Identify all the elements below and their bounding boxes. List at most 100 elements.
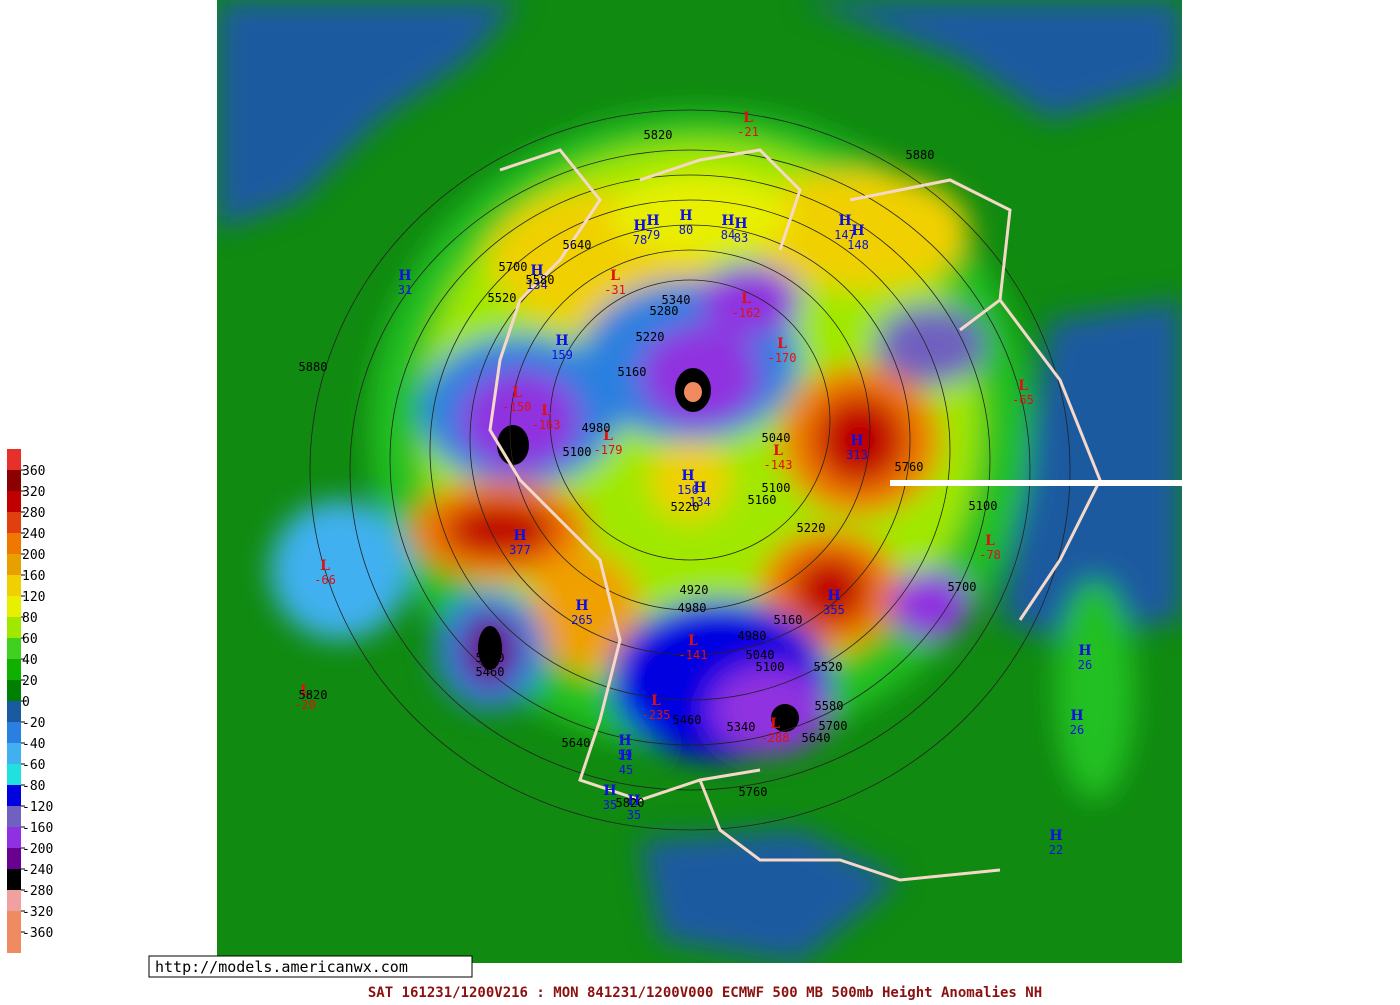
colorbar-label: -80: [22, 779, 45, 794]
center-value: 35: [603, 798, 617, 812]
contour-label: 5220: [797, 521, 826, 535]
contour-label: 5520: [488, 291, 517, 305]
contour-label: 4980: [582, 421, 611, 435]
contour-label: 5760: [895, 460, 924, 474]
colorbar: 360320280240200160120806040200-20-40-60-…: [7, 449, 53, 953]
center-value: 148: [847, 238, 869, 252]
contour-label: 5400: [476, 651, 505, 665]
contour-label: 5820: [616, 796, 645, 810]
center-letter: H: [827, 588, 840, 604]
center-value: 355: [823, 603, 845, 617]
colorbar-segment: [7, 848, 21, 869]
contour-label: 5100: [756, 660, 785, 674]
center-letter: H: [1070, 708, 1083, 724]
contour-label: 5160: [774, 613, 803, 627]
center-value: -150: [503, 400, 532, 414]
center-value: 134: [689, 495, 711, 509]
center-value: -235: [642, 708, 671, 722]
center-value: -288: [761, 731, 790, 745]
colorbar-label: 320: [22, 485, 45, 500]
center-value: 35: [627, 808, 641, 822]
contour-label: 4980: [738, 629, 767, 643]
center-letter: H: [721, 213, 734, 229]
center-value: 78: [633, 233, 647, 247]
colorbar-segment: [7, 743, 21, 764]
center-letter: H: [734, 216, 747, 232]
center-letter: H: [693, 480, 706, 496]
contour-label: 5460: [673, 713, 702, 727]
colorbar-label: -160: [22, 821, 53, 836]
center-value: -66: [314, 573, 336, 587]
contour-label: 5580: [526, 273, 555, 287]
contour-label: 5040: [762, 431, 791, 445]
center-letter: L: [770, 716, 780, 732]
contour-label: 5220: [671, 500, 700, 514]
colorbar-segment: [7, 512, 21, 533]
colorbar-label: -280: [22, 884, 53, 899]
colorbar-label: -20: [22, 716, 45, 731]
center-letter: H: [603, 783, 616, 799]
colorbar-segment: [7, 785, 21, 806]
contour-label: 5220: [636, 330, 665, 344]
contour-label: 5700: [819, 719, 848, 733]
colorbar-segment: [7, 617, 21, 638]
contour-label: 5040: [746, 648, 775, 662]
center-letter: H: [633, 218, 646, 234]
center-value: 134: [526, 278, 548, 292]
contour-label: 5640: [802, 731, 831, 745]
colorbar-label: 60: [22, 632, 38, 647]
colorbar-label: 160: [22, 569, 45, 584]
colorbar-label: 40: [22, 653, 38, 668]
center-value: 313: [846, 448, 868, 462]
center-value: 80: [679, 223, 693, 237]
contour-label: 5700: [499, 260, 528, 274]
center-value: 22: [1049, 843, 1063, 857]
colorbar-segment: [7, 449, 21, 470]
colorbar-label: -200: [22, 842, 53, 857]
center-letter: L: [985, 533, 995, 549]
colorbar-segment: [7, 575, 21, 596]
center-value: 84: [721, 228, 735, 242]
colorbar-segment: [7, 638, 21, 659]
colorbar-label: -240: [22, 863, 53, 878]
colorbar-label: 20: [22, 674, 38, 689]
colorbar-label: 120: [22, 590, 45, 605]
center-letter: H: [398, 268, 411, 284]
colorbar-label: 0: [22, 695, 30, 710]
map-caption: SAT 161231/1200V216 : MON 841231/1200V00…: [368, 985, 1042, 1000]
contour-label: 5520: [814, 660, 843, 674]
source-url: http://models.americanwx.com: [155, 958, 408, 976]
center-value: -162: [732, 306, 761, 320]
center-value: 45: [619, 763, 633, 777]
center-letter: L: [688, 633, 698, 649]
colorbar-segment: [7, 680, 21, 701]
center-letter: H: [679, 208, 692, 224]
center-letter: H: [681, 468, 694, 484]
center-letter: H: [851, 223, 864, 239]
contour-label: 5340: [727, 720, 756, 734]
center-letter: H: [646, 213, 659, 229]
colorbar-label: 360: [22, 464, 45, 479]
center-value: 265: [571, 613, 593, 627]
contour-label: 5820: [644, 128, 673, 142]
colorbar-segment: [7, 932, 21, 953]
center-value: -170: [768, 351, 797, 365]
center-letter: H: [513, 528, 526, 544]
colorbar-segment: [7, 701, 21, 722]
url-box: [148, 955, 473, 978]
contour-label: 5580: [815, 699, 844, 713]
center-letter: L: [1018, 378, 1028, 394]
center-value: -163: [532, 418, 561, 432]
colorbar-label: -320: [22, 905, 53, 920]
center-value: -78: [979, 548, 1001, 562]
center-value: 31: [398, 283, 412, 297]
colorbar-label: -60: [22, 758, 45, 773]
map-field: [217, 0, 1182, 963]
center-letter: H: [627, 793, 640, 809]
colorbar-label: 240: [22, 527, 45, 542]
center-letter: H: [619, 748, 632, 764]
colorbar-label: 80: [22, 611, 38, 626]
colorbar-segment: [7, 533, 21, 554]
colorbar-segment: [7, 659, 21, 680]
